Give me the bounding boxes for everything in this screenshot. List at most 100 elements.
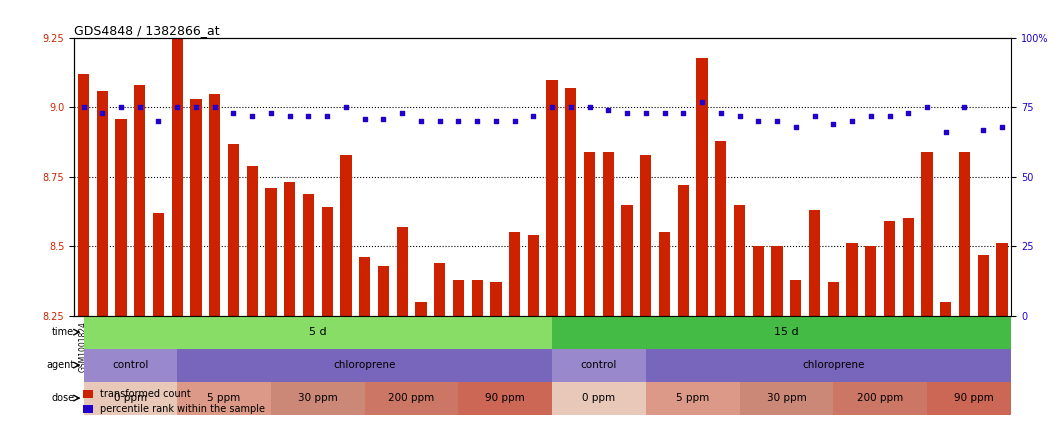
Point xyxy=(562,104,579,111)
Bar xyxy=(172,38,183,423)
Point xyxy=(694,99,711,105)
Point xyxy=(450,118,467,125)
Point xyxy=(599,107,616,114)
Bar xyxy=(177,382,271,415)
Point xyxy=(638,110,654,116)
Text: 0 ppm: 0 ppm xyxy=(113,393,147,403)
Point xyxy=(431,118,448,125)
Point xyxy=(937,129,954,136)
Bar xyxy=(453,280,464,423)
Point xyxy=(675,110,692,116)
Text: 200 ppm: 200 ppm xyxy=(857,393,903,403)
Text: dose: dose xyxy=(51,393,74,403)
Point xyxy=(319,113,336,119)
Point xyxy=(282,113,299,119)
Bar xyxy=(646,382,739,415)
Point xyxy=(825,121,842,127)
Bar xyxy=(471,280,483,423)
Bar xyxy=(509,232,520,423)
Point xyxy=(581,104,598,111)
Bar xyxy=(552,316,1021,349)
Text: chloroprene: chloroprene xyxy=(334,360,396,370)
Bar xyxy=(209,93,220,423)
Bar xyxy=(359,257,371,423)
Bar xyxy=(191,99,201,423)
Point xyxy=(168,104,185,111)
Text: 90 ppm: 90 ppm xyxy=(954,393,993,403)
Bar xyxy=(603,152,614,423)
Text: 5 d: 5 d xyxy=(309,327,326,337)
Bar xyxy=(622,205,632,423)
Bar xyxy=(771,246,783,423)
Text: 0 ppm: 0 ppm xyxy=(582,393,615,403)
Text: 5 ppm: 5 ppm xyxy=(208,393,240,403)
Bar xyxy=(378,266,389,423)
Bar xyxy=(566,88,576,423)
Bar xyxy=(734,205,746,423)
Bar xyxy=(921,152,933,423)
Bar xyxy=(396,227,408,423)
Text: 5 ppm: 5 ppm xyxy=(676,393,710,403)
Point xyxy=(618,110,635,116)
Bar xyxy=(715,141,726,423)
Point xyxy=(506,118,523,125)
Legend: transformed count, percentile rank within the sample: transformed count, percentile rank withi… xyxy=(79,385,269,418)
Bar xyxy=(284,182,295,423)
Point xyxy=(112,104,129,111)
Bar xyxy=(739,382,833,415)
Point xyxy=(187,104,204,111)
Point xyxy=(244,113,261,119)
Bar xyxy=(152,213,164,423)
Point xyxy=(487,118,504,125)
Bar xyxy=(697,58,707,423)
Bar xyxy=(958,152,970,423)
Text: time: time xyxy=(52,327,74,337)
Bar xyxy=(490,282,502,423)
Bar xyxy=(546,80,558,423)
Point xyxy=(993,124,1010,130)
Point xyxy=(956,104,973,111)
Text: 15 d: 15 d xyxy=(774,327,798,337)
Bar xyxy=(902,219,914,423)
Text: 200 ppm: 200 ppm xyxy=(389,393,434,403)
Bar xyxy=(84,382,177,415)
Point xyxy=(356,115,373,122)
Point xyxy=(862,113,879,119)
Bar xyxy=(997,244,1007,423)
Bar xyxy=(584,152,595,423)
Point xyxy=(900,110,917,116)
Point xyxy=(731,113,748,119)
Point xyxy=(787,124,804,130)
Point xyxy=(263,110,280,116)
Point xyxy=(150,118,167,125)
Bar xyxy=(303,193,315,423)
Bar xyxy=(84,316,552,349)
Point xyxy=(713,110,730,116)
Point xyxy=(525,113,542,119)
Bar xyxy=(753,246,764,423)
Bar xyxy=(364,382,459,415)
Point xyxy=(412,118,429,125)
Point xyxy=(300,113,317,119)
Bar xyxy=(659,232,670,423)
Point xyxy=(131,104,148,111)
Point xyxy=(207,104,223,111)
Point xyxy=(338,104,355,111)
Bar xyxy=(641,155,651,423)
Point xyxy=(806,113,823,119)
Point xyxy=(750,118,767,125)
Point xyxy=(881,113,898,119)
Point xyxy=(225,110,241,116)
Bar xyxy=(271,382,364,415)
Text: agent: agent xyxy=(46,360,74,370)
Bar xyxy=(415,302,427,423)
Bar xyxy=(115,118,127,423)
Text: control: control xyxy=(580,360,617,370)
Bar xyxy=(527,235,539,423)
Bar xyxy=(940,302,951,423)
Text: 30 ppm: 30 ppm xyxy=(298,393,338,403)
Bar xyxy=(340,155,352,423)
Text: 90 ppm: 90 ppm xyxy=(485,393,525,403)
Bar xyxy=(459,382,552,415)
Bar xyxy=(84,349,177,382)
